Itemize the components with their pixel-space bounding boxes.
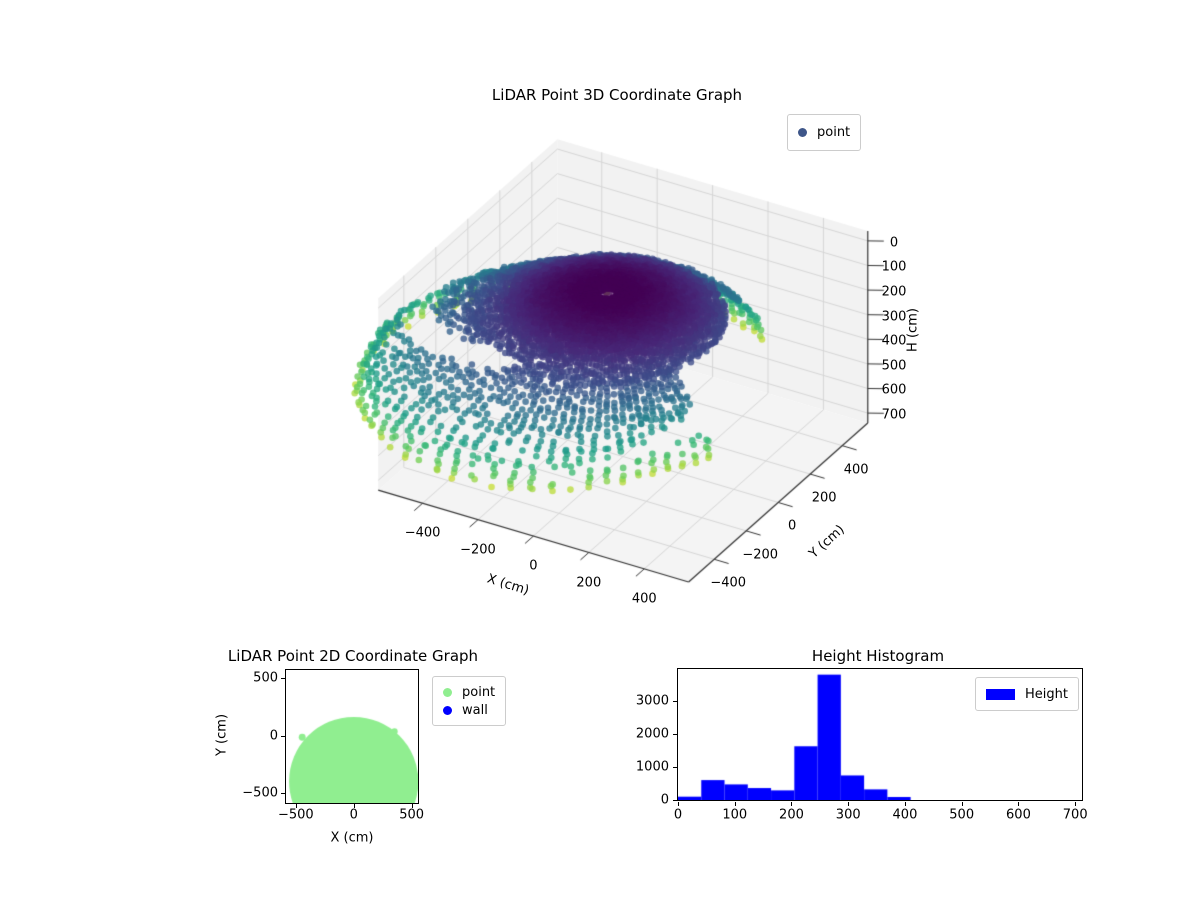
legend-label: point (817, 125, 851, 140)
legend-row: wall (443, 703, 495, 718)
tick-mark (673, 766, 677, 768)
legend-label: wall (462, 702, 488, 718)
tick-label: −500 (277, 807, 314, 823)
tick-label: 100 (881, 259, 907, 275)
tick-label: 200 (811, 490, 837, 506)
legend-label: Height (1025, 686, 1068, 702)
plot3d-title: LiDAR Point 3D Coordinate Graph (491, 86, 743, 104)
plot2d-title: LiDAR Point 2D Coordinate Graph (227, 647, 479, 665)
legend-row: point (798, 125, 850, 140)
point-marker-icon (798, 128, 807, 137)
tick-mark (673, 800, 677, 801)
tick-mark (904, 802, 906, 806)
tick-label: 200 (779, 807, 804, 823)
tick-label: 100 (722, 807, 748, 823)
tick-label: 0 (269, 728, 278, 744)
tick-mark (1018, 802, 1020, 806)
tick-label: 400 (843, 462, 869, 478)
tick-label: 200 (881, 284, 907, 300)
tick-label: 300 (881, 309, 907, 325)
tick-label: −200 (460, 542, 496, 558)
tick-label: 0 (673, 807, 683, 823)
plot2d-ylabel: Y (cm) (214, 713, 230, 757)
tick-label: 2000 (635, 726, 669, 742)
tick-label: 500 (949, 807, 975, 823)
tick-label: 1000 (635, 759, 669, 775)
point-marker-icon (443, 687, 452, 697)
tick-mark (295, 804, 297, 808)
tick-label: 400 (881, 333, 907, 349)
plot3d-canvas (280, 100, 980, 660)
tick-label: 0 (889, 235, 899, 251)
tick-label: 600 (1006, 807, 1031, 823)
hist-legend: Height (975, 677, 1079, 711)
hist-title: Height Histogram (811, 647, 945, 665)
tick-label: 0 (349, 807, 358, 823)
legend-row: point (443, 685, 495, 700)
tick-mark (791, 802, 793, 806)
tick-mark (961, 802, 963, 806)
tick-label: 400 (892, 807, 918, 823)
tick-label: 0 (529, 558, 538, 574)
tick-mark (281, 677, 285, 679)
legend-row: Height (986, 687, 1068, 702)
tick-mark (1075, 802, 1077, 806)
tick-label: −500 (242, 785, 278, 801)
plot2d-xlabel: X (cm) (330, 830, 374, 846)
tick-mark (281, 793, 285, 795)
plot3d-legend: point (787, 114, 862, 151)
tick-label: 600 (881, 382, 907, 398)
tick-label: 500 (881, 358, 907, 374)
plot2d-canvas (286, 670, 418, 803)
tick-label: −400 (404, 525, 441, 541)
hist-axes-frame (677, 668, 1083, 801)
legend-label: point (462, 684, 496, 700)
tick-label: 500 (253, 670, 278, 686)
plot3d-zlabel: H (cm) (905, 308, 921, 352)
plot2d-legend: point wall (432, 676, 507, 726)
tick-mark (678, 802, 679, 806)
tick-mark (673, 733, 677, 735)
tick-label: 700 (1062, 807, 1088, 823)
tick-label: 400 (631, 591, 657, 607)
tick-label: 700 (881, 407, 907, 423)
tick-label: 0 (788, 518, 797, 534)
tick-label: 3000 (635, 693, 669, 708)
height-swatch-icon (986, 688, 1015, 700)
tick-label: −200 (742, 547, 779, 563)
tick-mark (353, 804, 355, 808)
plot2d-axes-frame (285, 669, 419, 804)
tick-label: 0 (660, 792, 669, 808)
tick-mark (411, 804, 413, 808)
tick-label: 200 (576, 575, 602, 591)
tick-mark (734, 802, 736, 806)
tick-label: −400 (710, 575, 747, 591)
wall-marker-icon (443, 705, 452, 715)
tick-mark (848, 802, 850, 806)
tick-label: 300 (835, 807, 861, 823)
tick-mark (673, 700, 677, 702)
tick-label: 500 (399, 807, 425, 823)
tick-mark (281, 735, 285, 737)
